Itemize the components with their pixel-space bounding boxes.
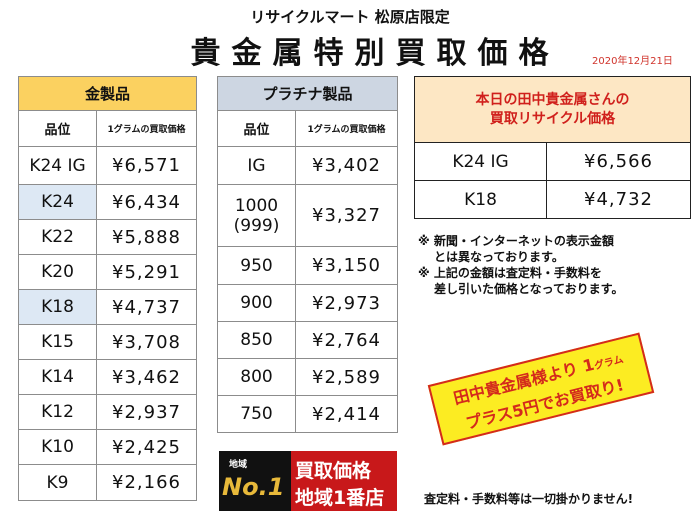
price-cell: ¥2,414 xyxy=(294,395,399,433)
price-cell: ¥2,589 xyxy=(294,358,399,396)
price-cell: ¥3,462 xyxy=(95,359,198,395)
table-row: 750 ¥2,414 xyxy=(217,395,399,433)
price-cell: ¥6,566 xyxy=(546,142,691,181)
notes: ※ 新聞・インターネットの表示金額 とは異なっております。 ※ 上記の金額は査定… xyxy=(418,233,623,297)
grade-cell: K10 xyxy=(18,429,97,465)
platinum-price-table: プラチナ製品 品位 1グラムの買取価格 IG ¥3,402 1000 (999)… xyxy=(216,76,399,433)
note-line: とは異なっております。 xyxy=(434,250,564,264)
price-cell: ¥2,166 xyxy=(95,464,198,501)
table-row: K10 ¥2,425 xyxy=(18,429,198,465)
price-cell: ¥2,973 xyxy=(294,284,399,322)
price-cell: ¥3,402 xyxy=(294,146,399,185)
note-line: 差し引いた価格となっております。 xyxy=(434,282,624,296)
table-row: 1000 (999) ¥3,327 xyxy=(217,184,399,247)
region-no1-badge: 地域 No.1 買取価格 地域1番店 xyxy=(219,451,397,511)
gold-col-price: 1グラムの買取価格 xyxy=(95,110,198,147)
grade-cell: IG xyxy=(217,146,296,185)
platinum-col-grade: 品位 xyxy=(217,110,296,147)
promo-sticker: 田中貴金属様より 1グラム プラス5円でお買取り! xyxy=(427,332,655,446)
page-title: 貴金属特別買取価格 xyxy=(190,36,560,71)
grade-cell: K18 xyxy=(414,180,547,219)
grade-cell: K24 IG xyxy=(414,142,547,181)
price-cell: ¥5,291 xyxy=(95,254,198,290)
grade-cell: 850 xyxy=(217,321,296,359)
badge-no1: No.1 xyxy=(222,473,285,501)
price-cell: ¥6,434 xyxy=(95,184,198,220)
table-row: IG ¥3,402 xyxy=(217,146,399,185)
grade-cell: 950 xyxy=(217,246,296,285)
price-cell: ¥3,327 xyxy=(294,184,399,247)
grade-cell: K9 xyxy=(18,464,97,501)
grade-cell: K12 xyxy=(18,394,97,430)
price-cell: ¥3,150 xyxy=(294,246,399,285)
table-row: K24 ¥6,434 xyxy=(18,184,198,220)
price-cell: ¥5,888 xyxy=(95,219,198,255)
table-row: K18 ¥4,737 xyxy=(18,289,198,325)
table-row: 850 ¥2,764 xyxy=(217,321,399,359)
gold-price-table: 金製品 品位 1グラムの買取価格 K24 IG ¥6,571 K24 ¥6,43… xyxy=(17,76,198,501)
tanaka-title-line-1: 本日の田中貴金属さんの xyxy=(475,91,630,108)
platinum-table-title: プラチナ製品 xyxy=(216,76,399,111)
grade-cell: K20 xyxy=(18,254,97,290)
grade-cell: K15 xyxy=(18,324,97,360)
grade-cell: K14 xyxy=(18,359,97,395)
price-cell: ¥6,571 xyxy=(95,146,198,185)
gold-col-grade: 品位 xyxy=(18,110,97,147)
store-subtitle: リサイクルマート 松原店限定 xyxy=(250,8,450,26)
tanaka-table-title: 本日の田中貴金属さんの 買取リサイクル価格 xyxy=(414,76,691,143)
grade-cell: 750 xyxy=(217,395,296,433)
note-line: ※ 新聞・インターネットの表示金額 xyxy=(418,234,614,248)
price-cell: ¥2,764 xyxy=(294,321,399,359)
table-row: 800 ¥2,589 xyxy=(217,358,399,396)
table-row: K24 IG ¥6,571 xyxy=(18,146,198,185)
table-row: K12 ¥2,937 xyxy=(18,394,198,430)
table-row: 900 ¥2,973 xyxy=(217,284,399,322)
table-row: K15 ¥3,708 xyxy=(18,324,198,360)
price-cell: ¥3,708 xyxy=(95,324,198,360)
price-cell: ¥2,937 xyxy=(95,394,198,430)
table-row: K14 ¥3,462 xyxy=(18,359,198,395)
price-cell: ¥4,737 xyxy=(95,289,198,325)
platinum-col-price: 1グラムの買取価格 xyxy=(294,110,399,147)
tanaka-title-line-2: 買取リサイクル価格 xyxy=(489,110,616,127)
footer-note: 査定料・手数料等は一切掛かりません! xyxy=(424,492,634,506)
table-row: K20 ¥5,291 xyxy=(18,254,198,290)
badge-left-panel xyxy=(219,451,291,511)
grade-cell: K22 xyxy=(18,219,97,255)
promo-unit: グラム xyxy=(593,354,625,373)
grade-line-2: (999) xyxy=(233,215,280,236)
grade-cell: 1000 (999) xyxy=(217,184,296,247)
note-line: ※ 上記の金額は査定料・手数料を xyxy=(418,266,602,280)
grade-cell: K24 xyxy=(18,184,97,220)
price-cell: ¥4,732 xyxy=(546,180,691,219)
table-row: K22 ¥5,888 xyxy=(18,219,198,255)
date-label: 2020年12月21日 xyxy=(592,56,673,67)
grade-cell: K18 xyxy=(18,289,97,325)
grade-cell: 800 xyxy=(217,358,296,396)
tanaka-price-table: 本日の田中貴金属さんの 買取リサイクル価格 K24 IG ¥6,566 K18 … xyxy=(414,76,691,219)
badge-line-1: 買取価格 xyxy=(295,460,372,482)
table-row: K9 ¥2,166 xyxy=(18,464,198,501)
table-row: 950 ¥3,150 xyxy=(217,246,399,285)
price-cell: ¥2,425 xyxy=(95,429,198,465)
grade-cell: K24 IG xyxy=(18,146,97,185)
badge-region-label: 地域 xyxy=(229,460,248,470)
table-row: K24 IG ¥6,566 xyxy=(414,142,691,181)
grade-line-1: 1000 xyxy=(234,195,279,216)
grade-cell: 900 xyxy=(217,284,296,322)
table-row: K18 ¥4,732 xyxy=(414,180,691,219)
gold-table-title: 金製品 xyxy=(17,76,198,111)
badge-line-2: 地域1番店 xyxy=(295,487,385,509)
